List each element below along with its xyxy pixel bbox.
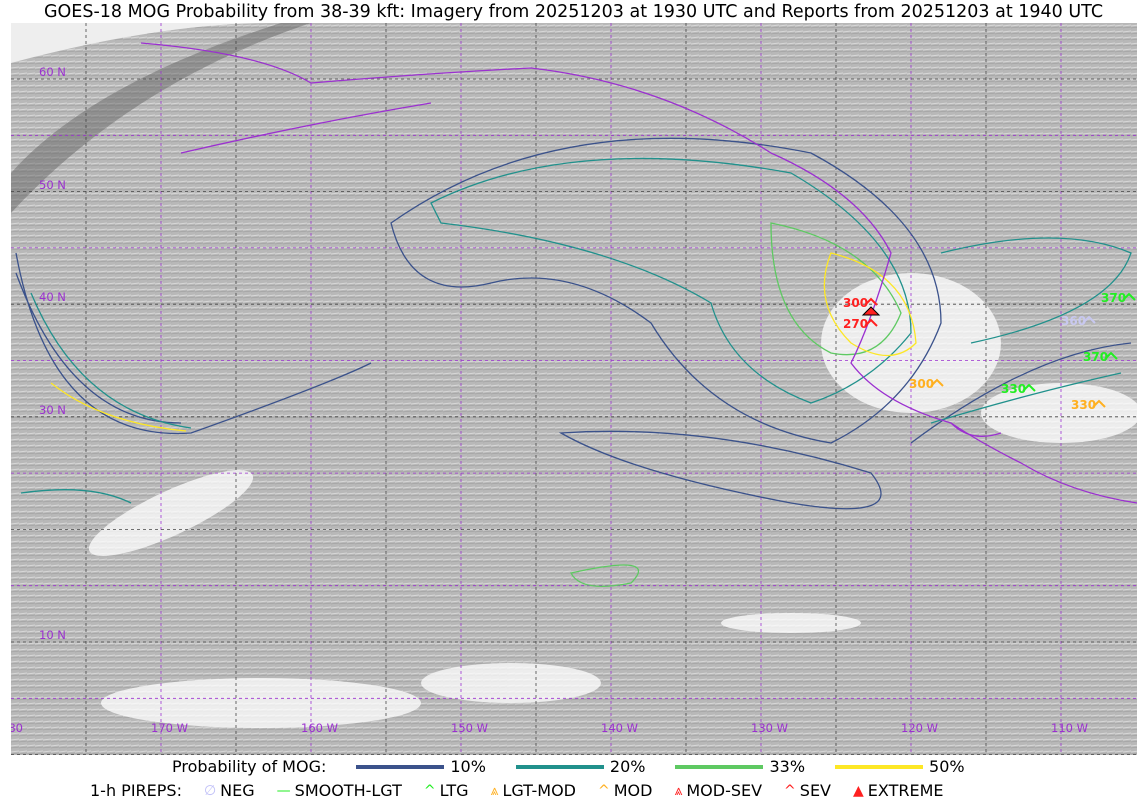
latitude-label: 10 N: [39, 628, 66, 642]
longitude-label: 140 W: [601, 721, 638, 735]
pirep-altitude-label: 370: [1101, 291, 1126, 305]
legend-label: 20%: [609, 757, 646, 776]
legend-swatch: [356, 764, 445, 769]
legend-label: MOD: [613, 781, 653, 800]
pirep-legend: 1-h PIREPS: ∅ NEG — SMOOTH-LGT ^ LTG ⩓ LGT-MOD ^…: [0, 781, 1147, 800]
mod-icon: ^: [597, 782, 610, 799]
pirep-altitude-label: 270: [843, 317, 868, 331]
pirep-marker-icon[interactable]: [1082, 315, 1096, 324]
pirep-altitude-label: 300: [843, 296, 868, 310]
legend-swatch: [835, 764, 924, 769]
legend-label: MOD-SEV: [686, 781, 763, 800]
legend-swatch: [515, 764, 604, 769]
pirep-altitude-label: 360: [1061, 314, 1086, 328]
sev-icon: ^: [784, 782, 796, 799]
legend-label: SEV: [799, 781, 831, 800]
legend-label: LTG: [439, 781, 469, 800]
neg-icon: ∅: [203, 782, 217, 799]
ltg-icon: ^: [423, 782, 436, 799]
prob-legend-title: Probability of MOG:: [172, 757, 327, 776]
coastlines: [140, 42, 1138, 504]
legend-label: 10%: [450, 757, 486, 776]
longitude-label: 120 W: [901, 721, 938, 735]
mod-sev-icon: ⩓: [674, 782, 683, 799]
map-title: GOES-18 MOG Probability from 38-39 kft: …: [43, 2, 1104, 22]
extreme-turbulence-icon[interactable]: [861, 306, 881, 316]
probability-contours: [15, 137, 1132, 587]
pirep-altitude-label: 330: [1001, 382, 1026, 396]
smooth-lgt-icon: —: [276, 782, 291, 799]
pirep-altitude-label: 330: [1071, 398, 1096, 412]
latitude-label: 30 N: [39, 403, 66, 417]
longitude-label: 170 W: [151, 721, 188, 735]
legend-label: SMOOTH-LGT: [294, 781, 402, 800]
lgt-mod-icon: ⩓: [490, 782, 499, 799]
satellite-map: 300 270 300 330 330 370 370 360 180 170 W 160 W 15…: [1, 23, 1141, 755]
longitude-label: 130 W: [751, 721, 788, 735]
legend-label: 33%: [769, 757, 806, 776]
longitude-label: 160 W: [301, 721, 338, 735]
pirep-marker-icon[interactable]: [864, 297, 878, 306]
pirep-marker-icon[interactable]: [1122, 292, 1136, 301]
probability-legend: Probability of MOG: 10% 20% 33% 50%: [0, 757, 1147, 776]
pirep-altitude-label: 370: [1083, 350, 1108, 364]
pirep-marker-icon[interactable]: [1104, 351, 1118, 360]
legend-label: EXTREME: [867, 781, 944, 800]
pirep-marker-icon[interactable]: [1022, 383, 1036, 392]
legend-label: NEG: [220, 781, 255, 800]
legend-label: 50%: [929, 757, 965, 776]
longitude-label: 150 W: [451, 721, 488, 735]
latitude-label: 40 N: [39, 290, 66, 304]
pirep-legend-title: 1-h PIREPS:: [90, 781, 182, 800]
longitude-label: 110 W: [1051, 721, 1088, 735]
legend-swatch: [675, 764, 764, 769]
latitude-label: 50 N: [39, 178, 66, 192]
extreme-icon: ▲: [853, 782, 864, 799]
map-canvas: 300 270 300 330 330 370 370 360 180 170 W 160 W 15…: [1, 23, 1141, 755]
longitude-label: 180: [11, 721, 23, 735]
latitude-label: 60 N: [39, 65, 66, 79]
legend-label: LGT-MOD: [502, 781, 576, 800]
pirep-marker-icon[interactable]: [930, 378, 944, 387]
pirep-marker-icon[interactable]: [864, 318, 878, 327]
pirep-altitude-label: 300: [909, 377, 934, 391]
pirep-marker-icon[interactable]: [1092, 399, 1106, 408]
